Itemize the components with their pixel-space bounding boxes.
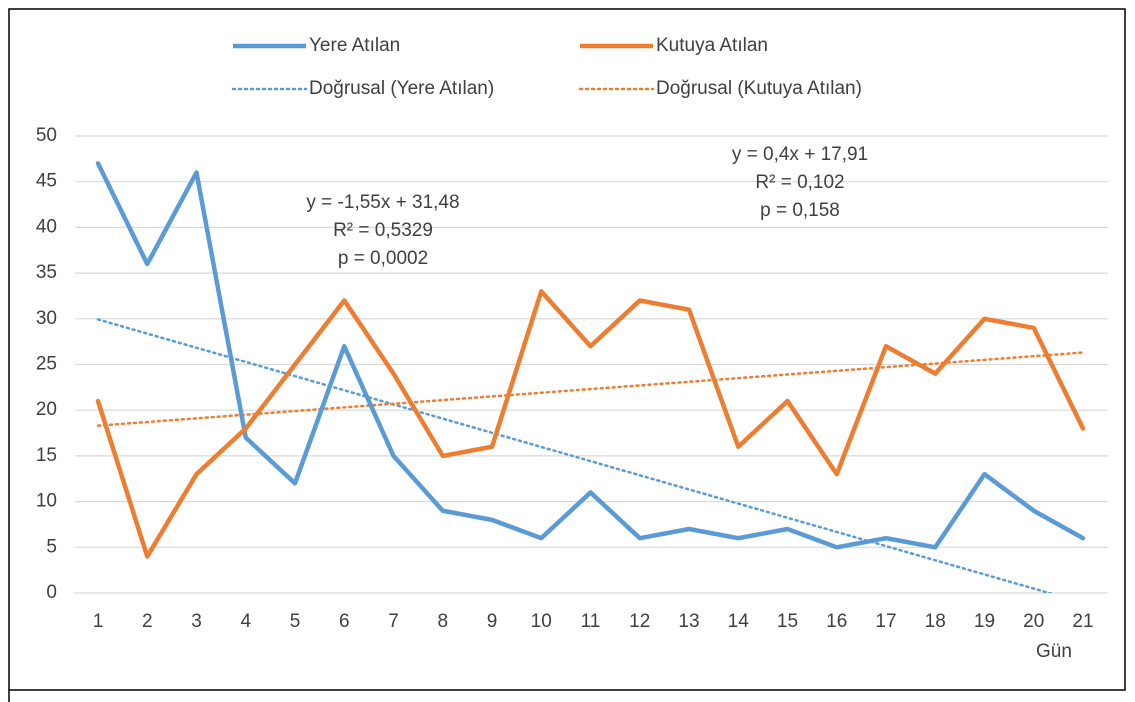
y-tick-label: 20	[36, 399, 57, 420]
trend-annotation: p = 0,0002	[338, 248, 428, 269]
x-tick-label: 18	[925, 611, 946, 632]
trend-annotation: R² = 0,102	[755, 172, 844, 193]
legend-label: Doğrusal (Kutuya Atılan)	[656, 78, 862, 99]
y-tick-label: 50	[36, 125, 57, 146]
y-tick-label: 10	[36, 491, 57, 512]
y-tick-label: 30	[36, 308, 57, 329]
x-tick-label: 10	[531, 611, 552, 632]
chart-frame	[8, 8, 1126, 691]
trend-annotation: p = 0,158	[760, 200, 840, 221]
y-tick-label: 5	[46, 536, 57, 557]
x-tick-label: 8	[437, 611, 448, 632]
x-tick-label: 16	[826, 611, 847, 632]
trend-annotation: y = 0,4x + 17,91	[732, 144, 868, 165]
x-tick-label: 9	[487, 611, 498, 632]
data-line	[95, 289, 1086, 559]
x-tick-label: 4	[240, 611, 251, 632]
y-tick-label: 0	[46, 582, 57, 603]
x-axis-label: Gün	[1036, 641, 1072, 662]
x-tick-label: 1	[93, 611, 104, 632]
trend-annotation: y = -1,55x + 31,48	[306, 192, 459, 213]
legend-label: Doğrusal (Yere Atılan)	[309, 78, 494, 99]
x-tick-label: 6	[339, 611, 350, 632]
x-tick-label: 14	[728, 611, 750, 632]
x-tick-label: 5	[290, 611, 301, 632]
legend-label: Yere Atılan	[309, 35, 400, 56]
x-tick-label: 7	[388, 611, 399, 632]
data-line	[95, 161, 1086, 550]
x-tick-label: 20	[1023, 611, 1044, 632]
x-tick-label: 17	[875, 611, 896, 632]
y-tick-label: 25	[36, 354, 57, 375]
x-tick-label: 3	[191, 611, 202, 632]
x-tick-label: 19	[974, 611, 995, 632]
y-tick-label: 35	[36, 262, 57, 283]
x-tick-label: 11	[581, 611, 601, 632]
x-tick-label: 13	[678, 611, 699, 632]
y-tick-label: 45	[36, 171, 57, 192]
trend-annotation: R² = 0,5329	[333, 220, 433, 241]
x-tick-label: 12	[629, 611, 650, 632]
x-tick-label: 21	[1072, 611, 1093, 632]
y-tick-label: 40	[36, 216, 57, 237]
x-tick-label: 15	[777, 611, 798, 632]
y-tick-label: 15	[36, 445, 57, 466]
trend-line	[96, 318, 1054, 593]
legend-label: Kutuya Atılan	[656, 35, 768, 56]
x-tick-label: 2	[142, 611, 153, 632]
